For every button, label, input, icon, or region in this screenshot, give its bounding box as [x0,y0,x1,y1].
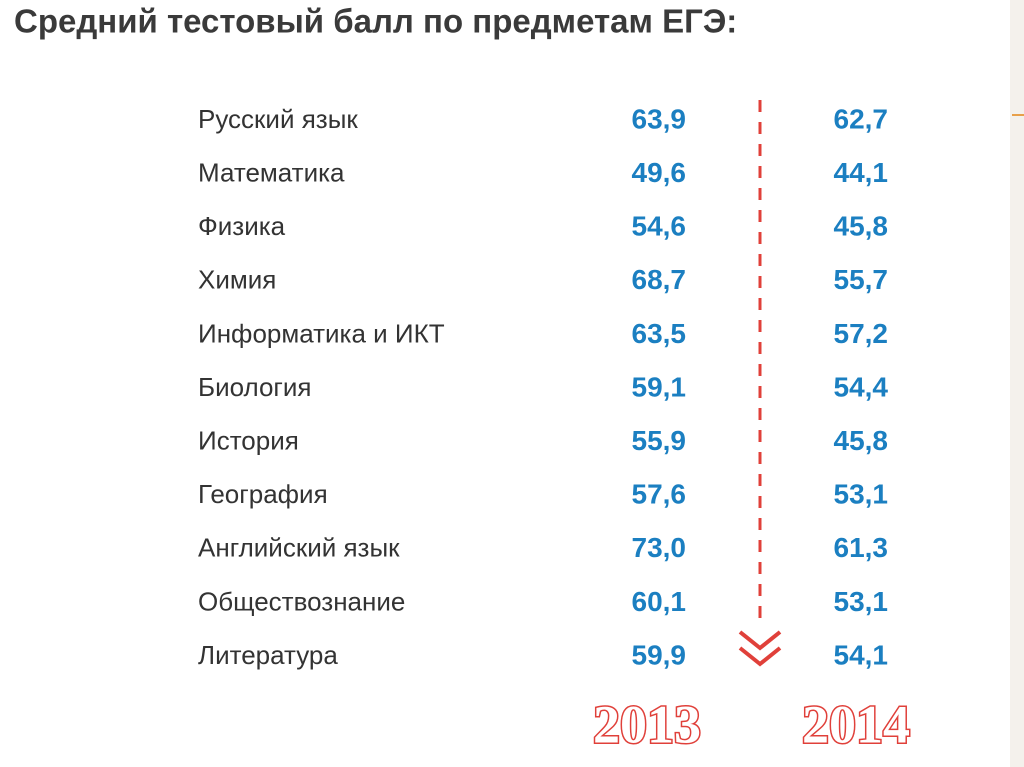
score-2013: 57,6 [632,479,687,510]
subject: Математика [198,157,345,187]
score-2014: 45,8 [834,211,889,242]
year-label: 2014 [802,694,910,754]
subject: История [198,425,299,455]
score-2013: 49,6 [632,157,687,188]
score-2013: 59,1 [632,371,687,402]
score-2014: 55,7 [834,264,889,295]
score-2013: 54,6 [632,211,687,242]
score-2014: 54,4 [834,371,889,402]
score-2014: 45,8 [834,425,889,456]
subject: Физика [198,211,286,241]
subject: Обществознание [198,586,405,616]
subject: Литература [198,640,338,670]
score-2013: 63,9 [632,103,687,134]
subject: Биология [198,372,311,402]
score-2014: 53,1 [834,586,889,617]
score-2013: 73,0 [632,532,687,563]
subject: Химия [198,265,276,295]
score-2014: 62,7 [834,103,889,134]
score-2014: 54,1 [834,639,889,670]
subject: Информатика и ИКТ [198,318,445,348]
score-2014: 44,1 [834,157,889,188]
edge-shadow [1010,0,1024,767]
table: Русский язык 63,9 62,7 Математика 49,6 44,1 Фи… [198,103,912,756]
subject: География [198,479,328,509]
score-2013: 68,7 [632,264,687,295]
score-2014: 57,2 [834,318,889,349]
score-2013: 60,1 [632,586,687,617]
score-2013: 55,9 [632,425,687,456]
score-2013: 63,5 [632,318,687,349]
year-label: 2013 [593,694,701,754]
score-2014: 61,3 [834,532,889,563]
score-2013: 59,9 [632,639,687,670]
chevron [738,646,782,667]
subject: Русский язык [198,104,358,134]
score-2014: 53,1 [834,479,889,510]
title: Средний тестовый балл по предметам ЕГЭ: [14,3,737,40]
chevron [738,630,782,651]
subject: Английский язык [198,533,400,563]
